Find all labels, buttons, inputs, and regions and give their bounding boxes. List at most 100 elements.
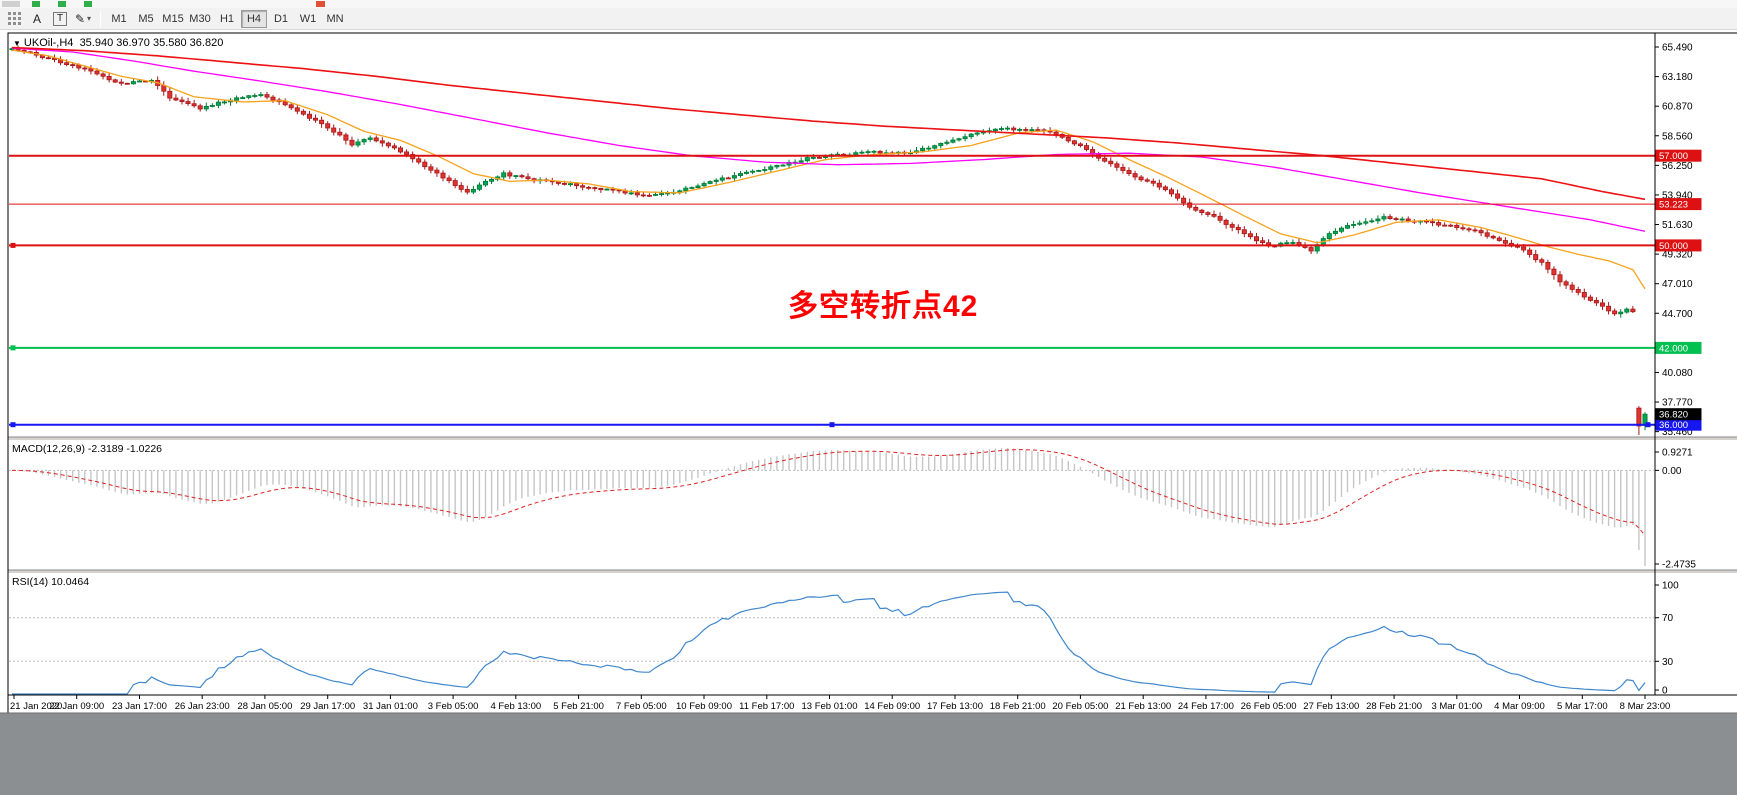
time-axis-label: 29 Jan 17:00 bbox=[300, 701, 355, 712]
price-badge-label: 36.000 bbox=[1659, 420, 1688, 431]
time-axis-label: 21 Feb 13:00 bbox=[1115, 701, 1171, 712]
cropped-icon-fragment bbox=[32, 1, 40, 7]
price-axis-label: 47.010 bbox=[1662, 279, 1693, 290]
cropped-icon-fragment bbox=[2, 1, 20, 7]
label-tool-button[interactable]: T bbox=[49, 9, 71, 28]
time-axis-label: 7 Feb 05:00 bbox=[616, 701, 667, 712]
time-axis-label: 24 Feb 17:00 bbox=[1178, 701, 1234, 712]
time-axis-label: 28 Feb 21:00 bbox=[1366, 701, 1422, 712]
rsi-axis-label: 70 bbox=[1662, 613, 1674, 624]
symbol-dropdown-icon[interactable]: ▼ bbox=[13, 39, 21, 48]
price-axis-label: 37.770 bbox=[1662, 398, 1693, 409]
rsi-axis-label: 100 bbox=[1662, 581, 1679, 592]
price-badge bbox=[1655, 341, 1702, 354]
price-axis-label: 56.250 bbox=[1662, 161, 1693, 172]
time-axis-label: 21 Jan 2020 bbox=[10, 701, 62, 712]
cropped-icon-fragment bbox=[84, 1, 92, 7]
tf-button-h1[interactable]: H1 bbox=[219, 12, 235, 25]
hline-marker[interactable] bbox=[829, 422, 835, 428]
tf-button-h4[interactable]: H4 bbox=[241, 9, 267, 28]
time-axis-label: 28 Jan 05:00 bbox=[237, 701, 292, 712]
tf-button-m15[interactable]: M15 bbox=[162, 12, 184, 25]
price-scale[interactable]: 65.490 63.180 60.870 58.560 56.250 53.940 51.6… bbox=[1655, 43, 1702, 439]
chart-ohlc-values: 35.940 36.970 35.580 36.820 bbox=[79, 37, 224, 49]
candlesticks bbox=[9, 45, 1648, 435]
macd-signal-line bbox=[12, 449, 1646, 536]
time-axis-label: 5 Feb 21:00 bbox=[553, 701, 604, 712]
rsi-line bbox=[12, 591, 1646, 695]
hline-marker[interactable] bbox=[10, 242, 16, 248]
tf-button-d1[interactable]: D1 bbox=[273, 12, 289, 25]
time-axis-label: 20 Feb 05:00 bbox=[1052, 701, 1108, 712]
price-badge-label: 42.000 bbox=[1659, 343, 1688, 354]
time-axis-label: 18 Feb 21:00 bbox=[990, 701, 1046, 712]
time-axis-label: 3 Mar 01:00 bbox=[1431, 701, 1482, 712]
cropped-icon-fragment bbox=[316, 1, 325, 7]
tf-button-mn[interactable]: MN bbox=[326, 12, 344, 25]
text-annotation-tool-button[interactable]: A bbox=[26, 9, 48, 28]
time-axis-label: 3 Feb 05:00 bbox=[428, 701, 479, 712]
text-tool-icon: A bbox=[32, 11, 41, 26]
hline-marker[interactable] bbox=[10, 345, 16, 351]
style-brush-tool-button[interactable]: ✎ ▾ bbox=[72, 9, 94, 28]
time-axis-label: 22 Jan 09:00 bbox=[49, 701, 104, 712]
time-axis-label: 5 Mar 17:00 bbox=[1557, 701, 1608, 712]
macd-indicator-label: MACD(12,26,9) -2.3189 -1.0226 bbox=[12, 443, 162, 455]
brush-icon: ✎ bbox=[74, 11, 86, 26]
time-axis-label: 31 Jan 01:00 bbox=[363, 701, 418, 712]
chart-annotation-text[interactable]: 多空转折点42 bbox=[788, 290, 979, 323]
cropped-icon-fragment bbox=[58, 1, 66, 7]
time-axis-label: 23 Jan 17:00 bbox=[112, 701, 167, 712]
grid-icon bbox=[7, 12, 21, 25]
tf-button-m30[interactable]: M30 bbox=[189, 12, 211, 25]
tf-button-m5[interactable]: M5 bbox=[138, 12, 154, 25]
cropped-toolbar-strip bbox=[0, 0, 1737, 8]
price-axis-label: 60.870 bbox=[1662, 102, 1693, 113]
price-axis-label: 63.180 bbox=[1662, 72, 1693, 83]
macd-scale[interactable]: 0.9271 0.00 -2.4735 bbox=[1655, 448, 1696, 571]
time-axis-label: 4 Mar 09:00 bbox=[1494, 701, 1545, 712]
price-badge bbox=[1655, 198, 1702, 211]
ma-slow-red-line bbox=[11, 46, 1646, 201]
ma-mid-magenta-line bbox=[11, 47, 1646, 232]
time-axis-label: 27 Feb 13:00 bbox=[1303, 701, 1359, 712]
label-tool-icon: T bbox=[53, 11, 67, 26]
timeframe-button-group: M1 M5 M15 M30 H1 H4 D1 W1 MN bbox=[106, 9, 349, 28]
time-axis-label: 26 Jan 23:00 bbox=[175, 701, 230, 712]
price-axis-label: 49.320 bbox=[1662, 250, 1693, 261]
rsi-axis-label: 30 bbox=[1662, 657, 1674, 668]
chevron-down-icon: ▾ bbox=[87, 14, 92, 23]
price-badge-label: 53.223 bbox=[1659, 200, 1688, 211]
price-axis-label: 65.490 bbox=[1662, 43, 1693, 54]
rsi-indicator-label: RSI(14) 10.0464 bbox=[12, 576, 90, 588]
price-badge bbox=[1655, 418, 1702, 431]
hline-marker[interactable] bbox=[1645, 422, 1651, 428]
time-axis-label: 11 Feb 17:00 bbox=[739, 701, 794, 712]
pane-splitter[interactable] bbox=[8, 437, 1737, 440]
price-axis-label: 40.080 bbox=[1662, 368, 1693, 379]
time-axis-label: 14 Feb 09:00 bbox=[864, 701, 920, 712]
macd-axis-label: -2.4735 bbox=[1662, 560, 1696, 571]
time-axis-label: 8 Mar 23:00 bbox=[1620, 701, 1671, 712]
price-badge-label: 36.820 bbox=[1659, 410, 1688, 421]
time-axis-label: 4 Feb 13:00 bbox=[490, 701, 541, 712]
chart-title: ▼ UKOil-,H4 35.940 36.970 35.580 36.820 bbox=[13, 37, 223, 49]
tf-button-w1[interactable]: W1 bbox=[299, 12, 317, 25]
price-axis-label: 53.940 bbox=[1662, 190, 1693, 201]
price-badge bbox=[1655, 149, 1702, 162]
pane-splitter[interactable] bbox=[8, 570, 1737, 573]
price-axis-label: 44.700 bbox=[1662, 309, 1693, 320]
toolbar-separator bbox=[100, 10, 101, 27]
rsi-scale[interactable]: 100 70 30 0 bbox=[1655, 581, 1679, 697]
price-badge bbox=[1655, 239, 1702, 252]
macd-axis-label: 0.9271 bbox=[1662, 448, 1693, 459]
price-axis-label: 58.560 bbox=[1662, 131, 1693, 142]
rsi-axis-label: 0 bbox=[1662, 686, 1668, 697]
windows-grid-icon[interactable] bbox=[3, 9, 25, 28]
price-badge-label: 50.000 bbox=[1659, 241, 1688, 252]
hline-marker[interactable] bbox=[10, 422, 16, 428]
price-axis-label: 35.460 bbox=[1662, 427, 1693, 438]
tf-button-m1[interactable]: M1 bbox=[111, 12, 127, 25]
